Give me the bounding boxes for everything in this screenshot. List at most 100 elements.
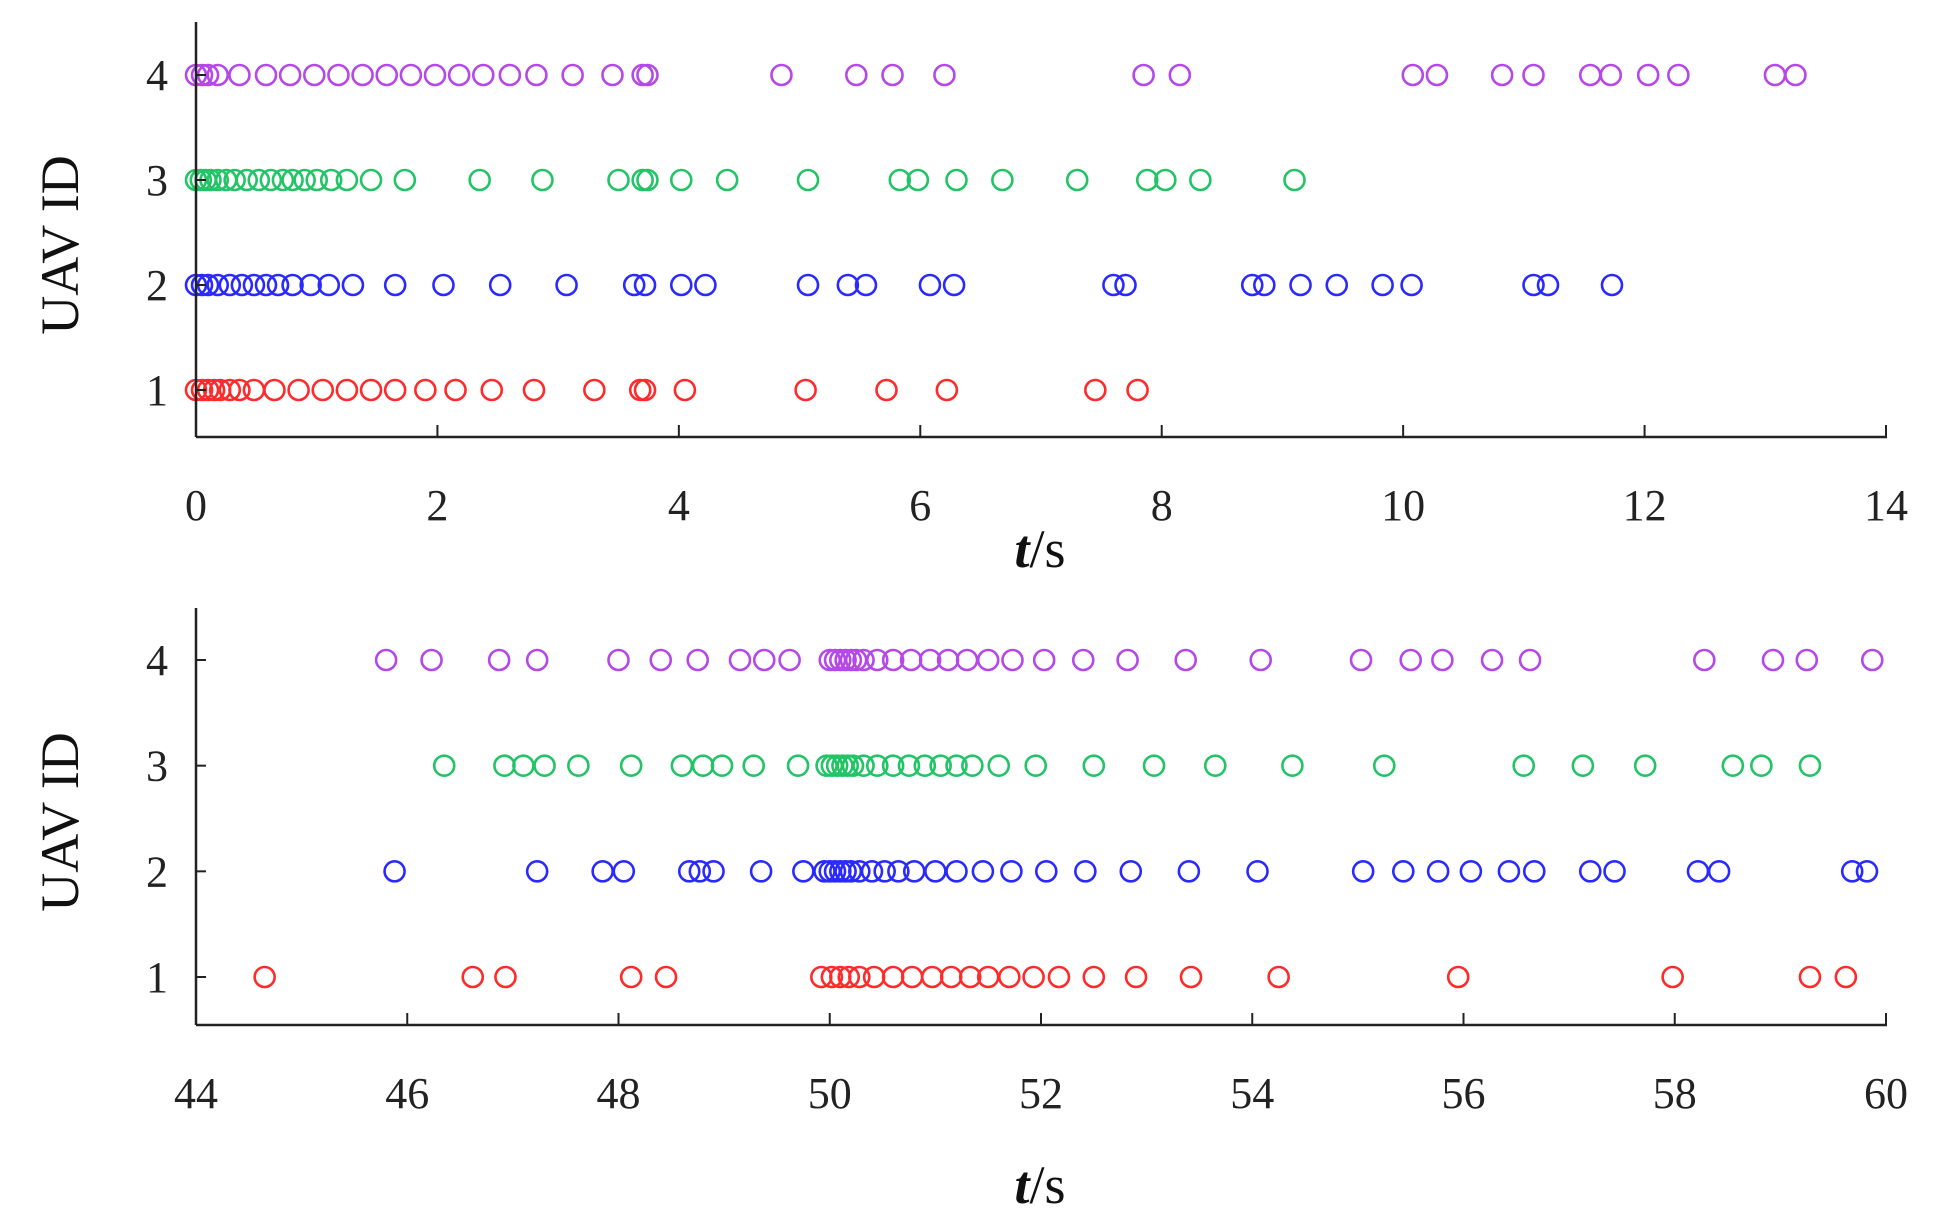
top-panel-uav4-marker bbox=[1522, 63, 1545, 87]
top-panel-x-tick-label: 8 bbox=[1151, 481, 1173, 530]
bottom-panel-x-axis-variable: t bbox=[1014, 1155, 1031, 1215]
top-panel-uav4-marker bbox=[254, 63, 278, 87]
top-panel-uav4-marker bbox=[1578, 63, 1602, 87]
bottom-panel-uav4-marker bbox=[1349, 648, 1373, 672]
top-panel-uav4-marker bbox=[631, 63, 654, 87]
top-panel-uav4-marker bbox=[1599, 63, 1623, 87]
bottom-panel-y-tick-label: 1 bbox=[146, 953, 168, 1002]
bottom-panel-x-tick-label: 44 bbox=[174, 1069, 218, 1118]
bottom-panel-uav4-marker bbox=[1693, 648, 1716, 672]
bottom-panel-uav3-marker bbox=[1571, 754, 1595, 777]
top-panel-uav4-marker bbox=[561, 63, 584, 87]
top-panel-uav3-marker bbox=[281, 168, 304, 192]
top-panel-uav3-marker bbox=[531, 168, 554, 192]
bottom-panel-uav4-marker bbox=[1761, 648, 1785, 672]
bottom-panel-uav3-marker bbox=[841, 754, 865, 777]
bottom-panel-uav3-marker bbox=[1372, 754, 1396, 777]
bottom-panel-uav2-marker bbox=[1034, 860, 1058, 883]
top-panel-uav1-marker bbox=[1084, 378, 1107, 402]
top-panel-uav2-marker bbox=[230, 273, 254, 297]
top-panel-uav2-marker bbox=[206, 273, 230, 297]
top-panel-uav2-marker bbox=[1102, 273, 1125, 297]
bottom-panel-x-axis-unit: /s bbox=[1029, 1155, 1065, 1215]
bottom-panel-uav3-marker bbox=[493, 754, 516, 777]
bottom-panel-uav3-marker bbox=[786, 754, 810, 777]
top-panel-uav4-marker bbox=[845, 63, 868, 87]
top-panel-uav4-marker bbox=[525, 63, 548, 87]
top-panel-uav4-marker bbox=[447, 63, 471, 87]
bottom-panel-uav4-marker bbox=[1249, 648, 1272, 672]
bottom-panel-uav3-marker bbox=[852, 754, 875, 777]
bottom-panel-uav4-marker bbox=[1116, 648, 1139, 672]
bottom-panel-uav1-marker bbox=[461, 965, 485, 989]
bottom-panel-uav3-marker bbox=[1281, 754, 1304, 777]
top-panel-uav4-marker bbox=[1425, 63, 1449, 87]
top-panel-y-tick-label: 4 bbox=[146, 51, 168, 100]
top-panel-x-tick-label: 4 bbox=[668, 481, 690, 530]
top-panel-uav3-marker bbox=[1065, 168, 1089, 192]
top-panel-uav2-marker bbox=[1240, 273, 1264, 297]
top-panel-uav1-marker bbox=[359, 378, 383, 402]
bottom-panel-uav4-marker bbox=[839, 648, 863, 672]
top-panel-uav2-marker bbox=[942, 273, 966, 297]
top-panel-uav2-marker bbox=[1522, 273, 1545, 297]
top-panel-uav4-marker bbox=[881, 63, 904, 87]
bottom-panel-uav2-marker bbox=[1497, 860, 1521, 883]
bottom-panel-uav1-marker bbox=[881, 965, 905, 989]
bottom-panel-uav3-marker bbox=[567, 754, 590, 777]
top-panel-uav4-marker bbox=[228, 63, 251, 87]
top-panel-uav1-marker bbox=[673, 378, 697, 402]
top-panel-uav4-marker bbox=[1401, 63, 1425, 87]
bottom-panel-uav1-marker bbox=[1267, 965, 1290, 989]
top-panel-uav2-marker bbox=[383, 273, 407, 297]
top-panel-uav1-marker bbox=[311, 378, 335, 402]
bottom-panel-uav2-marker bbox=[848, 860, 871, 883]
bottom-panel-x-tick-label: 46 bbox=[385, 1069, 429, 1118]
bottom-panel-uav4-marker bbox=[649, 648, 673, 672]
top-panel-axes bbox=[194, 22, 1887, 439]
bottom-panel-uav2-marker bbox=[873, 860, 896, 883]
bottom-panel-uav4-marker bbox=[487, 648, 511, 672]
top-panel-uav1-marker bbox=[875, 378, 898, 402]
top-panel-uav2-marker bbox=[1325, 273, 1349, 297]
top-panel-uav1-marker bbox=[287, 378, 310, 402]
bottom-panel-uav1-marker bbox=[958, 965, 982, 989]
bottom-panel-uav2-marker bbox=[860, 860, 884, 883]
bottom-panel: 44 46 48 50 52 54 56 58 60 1 2 3 4 UAV ID t/s bbox=[30, 608, 1908, 1215]
top-panel-uav1-marker bbox=[190, 378, 214, 402]
bottom-panel-uav2-marker bbox=[1522, 860, 1546, 883]
bottom-panel-uav3-marker bbox=[825, 754, 849, 777]
bottom-panel-uav1-marker bbox=[1022, 965, 1045, 989]
top-panel-uav4-marker bbox=[471, 63, 495, 87]
top-panel-x-axis-unit: /s bbox=[1029, 519, 1065, 579]
top-panel-uav2-marker bbox=[669, 273, 693, 297]
bottom-panel-uav2-marker bbox=[1459, 860, 1483, 883]
top-panel-uav4-marker bbox=[1168, 63, 1192, 87]
top-panel-uav1-marker bbox=[935, 378, 959, 402]
top-panel-uav3-marker bbox=[235, 168, 258, 192]
top-panel-uav1-marker bbox=[414, 378, 437, 402]
bottom-panel-uav3-marker bbox=[1798, 754, 1822, 777]
top-panel-uav3-marker bbox=[1154, 168, 1177, 192]
top-panel-uav3-marker bbox=[906, 168, 930, 192]
bottom-panel-y-axis-title: UAV ID bbox=[30, 732, 90, 912]
top-panel-uav3-marker bbox=[1135, 168, 1159, 192]
bottom-panel-uav2-marker bbox=[1351, 860, 1375, 883]
bottom-panel-uav2-marker bbox=[1119, 860, 1143, 883]
top-panel-uav1-marker bbox=[633, 378, 657, 402]
bottom-panel-uav4-marker bbox=[525, 648, 549, 672]
bottom-panel-uav1-marker bbox=[820, 965, 844, 989]
bottom-panel-uav2-marker bbox=[834, 860, 857, 883]
bottom-panel-uav3-marker bbox=[691, 754, 715, 777]
bottom-panel-uav3-marker bbox=[961, 754, 984, 777]
bottom-panel-uav2-marker bbox=[1707, 860, 1731, 883]
bottom-panel-uav4-marker bbox=[865, 648, 889, 672]
bottom-panel-uav4-marker bbox=[1071, 648, 1095, 672]
top-panel-x-tick-label: 14 bbox=[1864, 481, 1908, 530]
bottom-panel-uav4-marker bbox=[778, 648, 801, 672]
top-panel-uav3-marker bbox=[636, 168, 659, 192]
bottom-panel-uav4-marker bbox=[607, 648, 630, 672]
top-panel-uav1-marker bbox=[522, 378, 546, 402]
bottom-panel-y-tick-label: 2 bbox=[146, 847, 168, 896]
